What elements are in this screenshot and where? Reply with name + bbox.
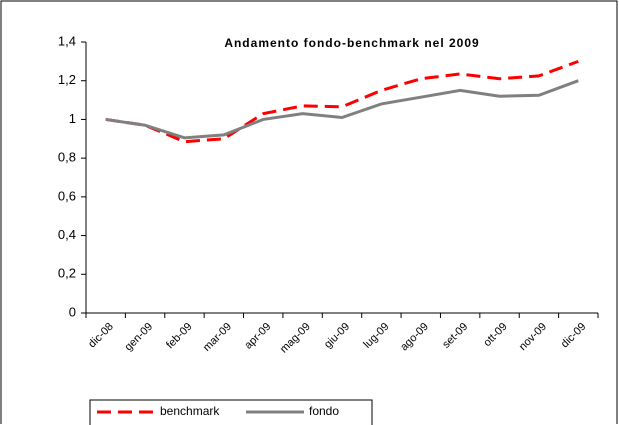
x-tick-label: apr-09 [242, 321, 273, 352]
x-tick-label: dic-09 [559, 321, 589, 351]
x-tick-label: set-09 [440, 321, 470, 351]
y-tick-label: 1 [69, 111, 76, 126]
legend-label: benchmark [160, 404, 220, 418]
series-line [105, 79, 579, 140]
x-tick-label: mag-09 [278, 321, 313, 356]
series-line [105, 59, 579, 144]
x-tick-label: ago-09 [398, 321, 431, 354]
x-tick-label: lug-09 [361, 321, 391, 351]
y-tick-label: 0,8 [58, 150, 76, 165]
legend-label: fondo [309, 404, 339, 418]
x-tick-label: giu-09 [322, 321, 352, 351]
x-tick-label: ott-09 [481, 321, 509, 349]
x-tick-label: nov-09 [517, 321, 549, 353]
y-tick-label: 1,4 [58, 33, 76, 48]
chart-title: Andamento fondo-benchmark nel 2009 [224, 36, 479, 50]
x-tick-label: feb-09 [164, 321, 195, 352]
y-tick-label: 0,4 [58, 227, 76, 242]
y-tick-label: 0 [69, 304, 76, 319]
x-tick-label: mar-09 [201, 321, 234, 354]
x-tick-label: gen-09 [123, 321, 156, 354]
legend-box [89, 399, 373, 425]
y-tick-label: 0,6 [58, 188, 76, 203]
y-tick-label: 0,2 [58, 266, 76, 281]
y-tick-label: 1,2 [58, 72, 76, 87]
x-tick-label: dic-08 [86, 321, 116, 351]
